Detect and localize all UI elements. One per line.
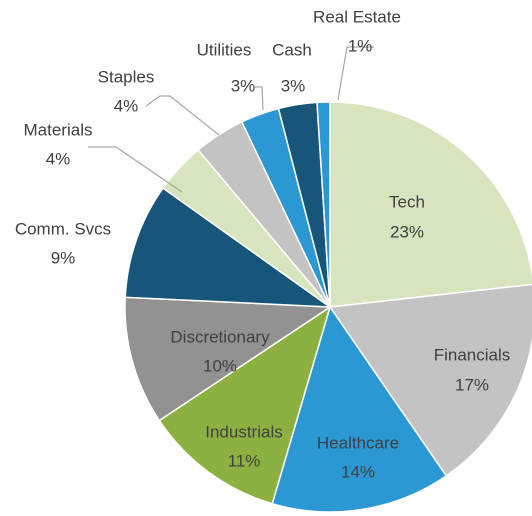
slice-value-label: 4%	[114, 96, 139, 115]
slice-value-label: 4%	[46, 149, 71, 168]
pie-slice	[124, 187, 333, 308]
slice-value-label: 3%	[281, 76, 306, 95]
leader-line	[337, 46, 374, 101]
slice-label: Cash	[272, 40, 312, 59]
slice-value-label: 11%	[228, 451, 261, 470]
slice-value-label: 3%	[231, 76, 256, 95]
pie-slice	[328, 283, 532, 477]
slice-value-label: 23%	[390, 222, 424, 241]
slice-value-label: 14%	[341, 462, 375, 481]
slice-label: Utilities	[197, 40, 252, 59]
slice-value-label: 9%	[51, 248, 76, 267]
slice-value-label: 1%	[348, 36, 373, 55]
pie-slice	[158, 305, 332, 505]
slice-label: Materials	[24, 120, 93, 139]
leader-line	[145, 95, 220, 136]
pie	[124, 101, 532, 513]
slice-label: Real Estate	[313, 7, 401, 26]
slice-label: Financials	[434, 345, 511, 364]
slice-label: Industrials	[205, 422, 282, 441]
pie-slice	[124, 296, 333, 422]
slice-label: Staples	[98, 67, 155, 86]
slice-label: Tech	[389, 192, 425, 211]
slice-label: Discretionary	[170, 327, 270, 346]
leader-line	[255, 86, 264, 111]
pie-slice	[271, 305, 448, 513]
leader-line	[88, 146, 183, 193]
slice-label: Comm. Svcs	[15, 219, 111, 238]
pie-slice	[329, 101, 532, 308]
pie-slice	[316, 101, 331, 308]
slice-value-label: 10%	[203, 356, 237, 375]
labels: Tech 23% Financials 17% Healthcare 14% Industr…	[15, 7, 510, 481]
slice-label: Healthcare	[317, 433, 399, 452]
slice-value-label: 17%	[455, 375, 489, 394]
